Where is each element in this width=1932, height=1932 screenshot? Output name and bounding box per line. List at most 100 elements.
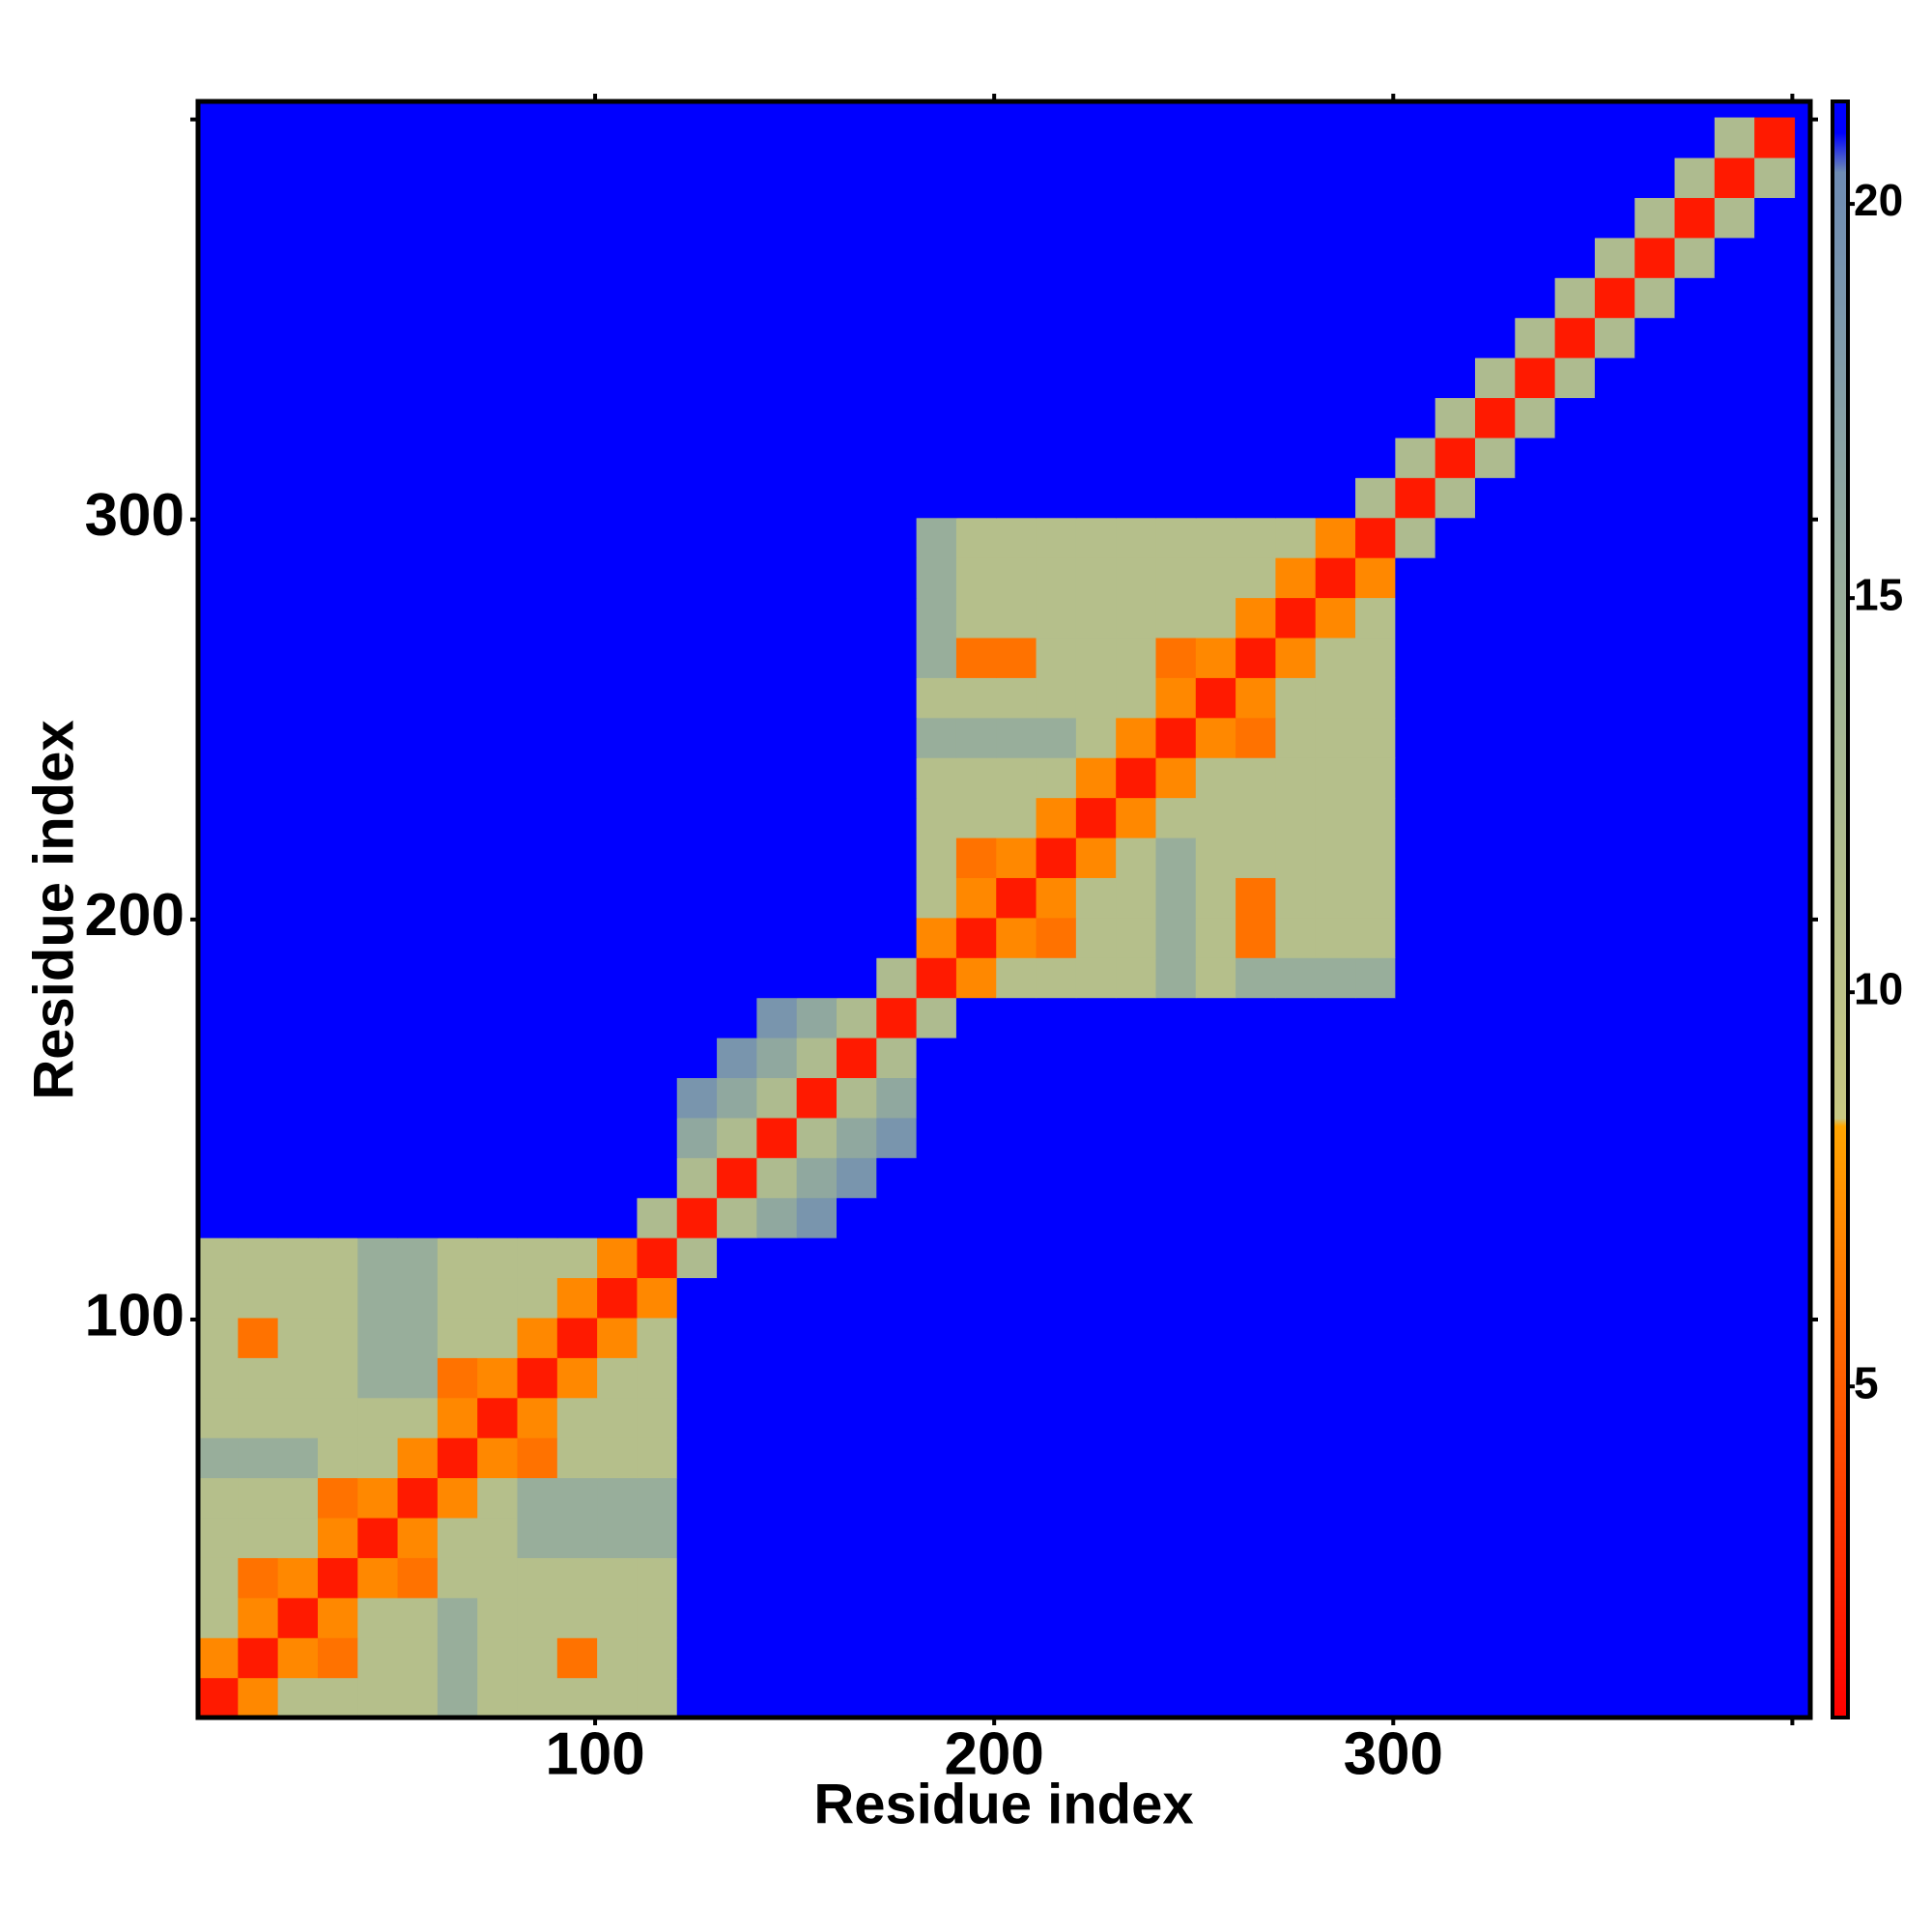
heatmap-cell [916, 1477, 957, 1519]
heatmap-cell [317, 597, 358, 639]
heatmap-cell [1116, 717, 1157, 758]
heatmap-cell [1515, 277, 1556, 319]
heatmap-cell [357, 1157, 399, 1199]
heatmap-cell [1236, 437, 1277, 478]
heatmap-cell [517, 1557, 558, 1599]
heatmap-cell [1554, 677, 1596, 719]
heatmap-cell [676, 117, 718, 158]
heatmap-cell [796, 997, 838, 1038]
heatmap-cell [1474, 997, 1516, 1038]
heatmap-cell [796, 557, 838, 599]
heatmap-cell [238, 597, 279, 639]
heatmap-cell [676, 917, 718, 958]
heatmap-cell [1674, 1037, 1716, 1079]
heatmap-cell [597, 757, 639, 799]
heatmap-cell [317, 917, 358, 958]
heatmap-cell [1236, 237, 1277, 278]
heatmap-cell [1674, 557, 1716, 599]
heatmap-cell [477, 1477, 519, 1519]
heatmap-cell [836, 397, 877, 439]
heatmap-cell [198, 517, 239, 558]
heatmap-cell [1195, 517, 1236, 558]
heatmap-cell [597, 437, 639, 478]
heatmap-cell [238, 677, 279, 719]
heatmap-cell [796, 357, 838, 399]
heatmap-cell [277, 277, 319, 319]
heatmap-cell [717, 877, 757, 919]
heatmap-cell [1714, 877, 1755, 919]
heatmap-cell [1395, 1557, 1436, 1599]
heatmap-cell [717, 1077, 757, 1119]
heatmap-cell [238, 237, 279, 278]
heatmap-cell [1155, 517, 1197, 558]
heatmap-cell [1714, 317, 1755, 358]
heatmap-cell [1075, 517, 1117, 558]
heatmap-cell [1554, 1237, 1596, 1279]
heatmap-cell [836, 957, 877, 999]
heatmap-cell [916, 1677, 957, 1718]
heatmap-cell [1474, 837, 1516, 878]
heatmap-cell [1355, 1637, 1396, 1679]
heatmap-cell [996, 1477, 1037, 1519]
heatmap-cell [1634, 1557, 1676, 1599]
heatmap-cell [876, 477, 918, 519]
heatmap-cell [1195, 437, 1236, 478]
heatmap-cell [955, 997, 997, 1038]
heatmap-cell [1195, 1557, 1236, 1599]
heatmap-cell [796, 237, 838, 278]
heatmap-cell [317, 1397, 358, 1438]
heatmap-cell [1674, 717, 1716, 758]
heatmap-cell [676, 317, 718, 358]
heatmap-cell [955, 877, 997, 919]
heatmap-cell [1674, 757, 1716, 799]
heatmap-cell [796, 877, 838, 919]
heatmap-cell [955, 917, 997, 958]
heatmap-cell [1754, 1037, 1796, 1079]
heatmap-cell [1395, 1517, 1436, 1558]
heatmap-cell [836, 1557, 877, 1599]
heatmap-cell [1315, 917, 1356, 958]
heatmap-cell [556, 557, 598, 599]
heatmap-cell [955, 797, 997, 838]
heatmap-cell [397, 117, 439, 158]
heatmap-cell [717, 997, 757, 1038]
heatmap-cell [1395, 1157, 1436, 1199]
heatmap-cell [277, 1157, 319, 1199]
heatmap-cell [1355, 1117, 1396, 1158]
heatmap-cell [1474, 197, 1516, 239]
heatmap-cell [238, 1157, 279, 1199]
heatmap-cell [1155, 757, 1197, 799]
heatmap-cell [1036, 877, 1077, 919]
heatmap-cell [756, 917, 798, 958]
heatmap-cell [1236, 1357, 1277, 1399]
heatmap-cell [1275, 277, 1317, 319]
heatmap-cell [756, 156, 798, 198]
heatmap-cell [517, 517, 558, 558]
heatmap-cell [397, 397, 439, 439]
heatmap-cell [796, 1277, 838, 1319]
heatmap-cell [717, 597, 757, 639]
heatmap-cell [916, 517, 957, 558]
heatmap-cell [517, 1517, 558, 1558]
heatmap-cell [1195, 637, 1236, 678]
colorbar-tick-label: 20 [1854, 175, 1903, 225]
heatmap-cell [1554, 197, 1596, 239]
heatmap-cell [1674, 1317, 1716, 1358]
heatmap-cell [796, 397, 838, 439]
heatmap-cell [996, 1317, 1037, 1358]
heatmap-cell [1674, 1517, 1716, 1558]
heatmap-cell [1355, 437, 1396, 478]
heatmap-cell [955, 156, 997, 198]
heatmap-cell [1674, 677, 1716, 719]
heatmap-cell [996, 237, 1037, 278]
heatmap-cell [1435, 517, 1476, 558]
heatmap-cell [1395, 557, 1436, 599]
heatmap-cell [397, 517, 439, 558]
heatmap-cell [317, 957, 358, 999]
heatmap-cell [1474, 1677, 1516, 1718]
heatmap-cell [437, 277, 478, 319]
heatmap-cell [517, 877, 558, 919]
heatmap-cell [1474, 317, 1516, 358]
heatmap-cell [357, 397, 399, 439]
heatmap-cell [637, 797, 678, 838]
